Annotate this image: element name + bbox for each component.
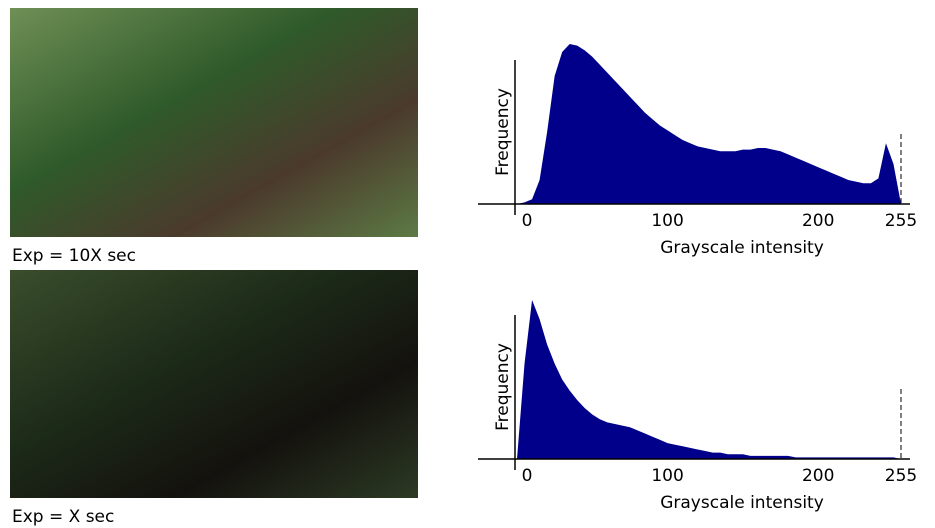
x-tick-label: 200 <box>802 211 834 231</box>
histogram-area <box>517 300 901 459</box>
x-tick-label: 255 <box>885 211 917 231</box>
y-axis-label: Frequency <box>493 88 513 176</box>
x-axis-label: Grayscale intensity <box>660 238 824 258</box>
x-tick-label: 255 <box>885 466 917 486</box>
x-axis-label: Grayscale intensity <box>660 493 824 513</box>
photo <box>10 270 418 498</box>
photo <box>10 8 418 237</box>
x-tick-label: 100 <box>651 466 683 486</box>
x-tick-label: 0 <box>522 466 533 486</box>
caption: Exp = X sec <box>12 507 114 527</box>
caption: Exp = 10X sec <box>12 246 136 266</box>
x-tick-label: 100 <box>651 211 683 231</box>
x-tick-label: 0 <box>522 211 533 231</box>
y-axis-label: Frequency <box>493 343 513 431</box>
histogram-area <box>517 44 901 204</box>
x-tick-label: 200 <box>802 466 834 486</box>
